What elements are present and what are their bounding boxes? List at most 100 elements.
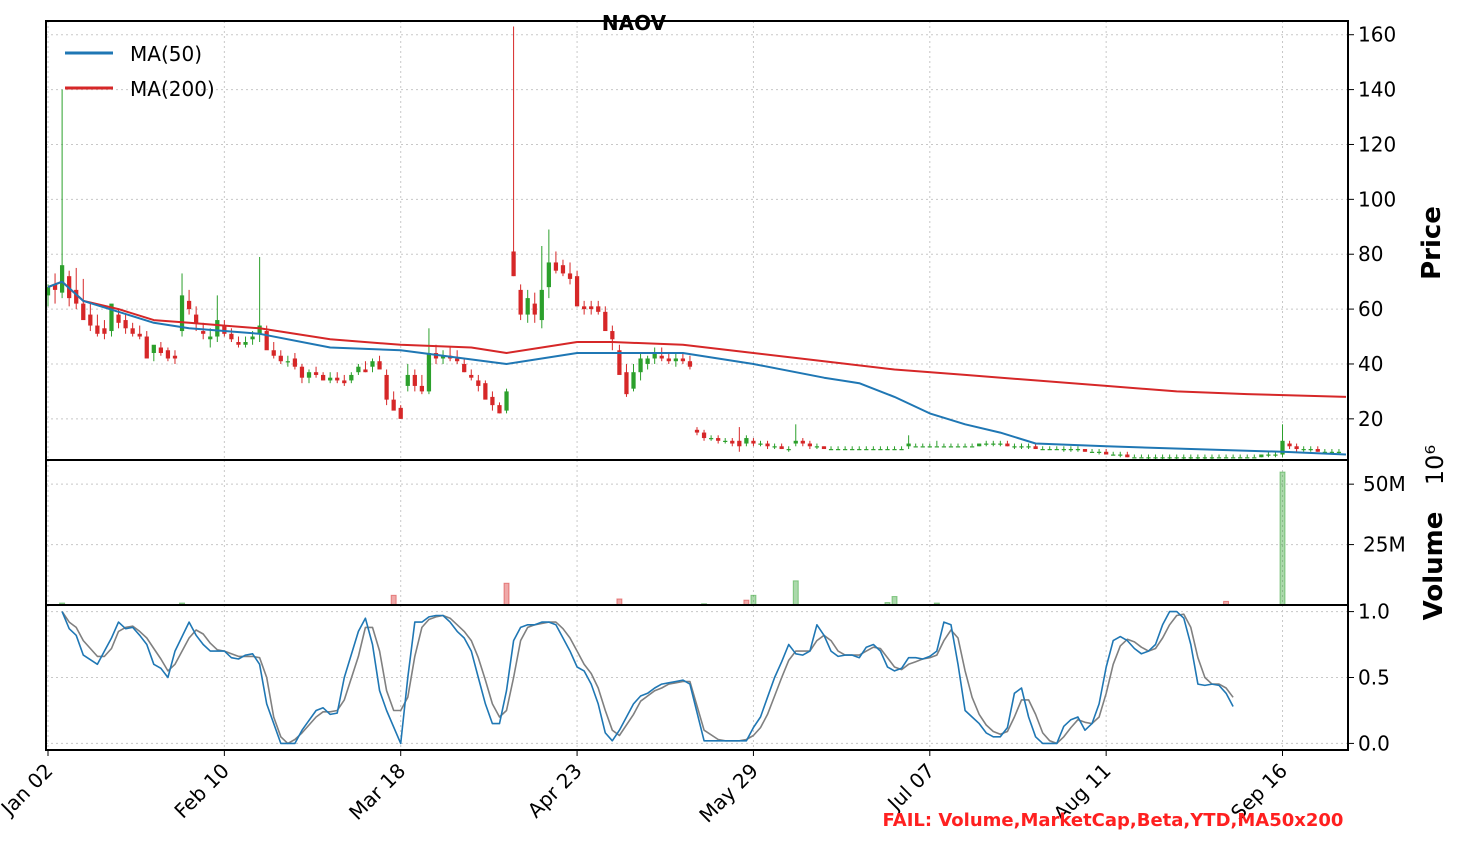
candle-body — [1082, 449, 1088, 452]
candle-body — [553, 262, 559, 271]
candle-body — [257, 325, 262, 334]
candle-body — [1273, 454, 1278, 456]
candle-body — [596, 306, 601, 312]
candle-body — [1188, 457, 1193, 459]
candle-body — [821, 446, 827, 450]
candle-body — [652, 352, 657, 359]
candle-body — [52, 284, 58, 290]
candle-body — [885, 449, 890, 451]
candle-body — [306, 372, 312, 378]
candle-body — [1252, 457, 1257, 459]
volume-tick-label: 25M — [1363, 533, 1406, 557]
candle-body — [1167, 457, 1172, 459]
candle-body — [927, 446, 932, 448]
candle-body — [567, 273, 573, 279]
volume-panel-frame — [45, 459, 1349, 606]
candle-body — [349, 374, 354, 381]
candle-body — [1308, 449, 1313, 451]
candle-body — [1026, 446, 1031, 448]
x-tick-label: Feb 10 — [169, 759, 234, 824]
candle-body — [1075, 449, 1081, 451]
candle-body — [102, 328, 107, 334]
indicator-lines — [47, 280, 1347, 745]
candle-body — [969, 446, 975, 448]
candle-body — [603, 311, 608, 332]
candle-body — [455, 358, 460, 362]
candle-body — [172, 355, 178, 359]
candle-body — [490, 396, 495, 406]
candle-body — [462, 363, 467, 373]
candle-body — [1054, 449, 1059, 451]
candle-body — [222, 325, 227, 334]
volume-tick-label: 50M — [1363, 472, 1406, 496]
candle-body — [476, 380, 481, 386]
candle-body — [504, 391, 509, 411]
candle-body — [518, 289, 523, 315]
candle-body — [123, 320, 128, 329]
candle-body — [1089, 451, 1095, 453]
candle-body — [1005, 443, 1010, 447]
ma50-line — [47, 280, 1347, 456]
candle-body — [800, 440, 805, 444]
candle-body — [1012, 446, 1017, 448]
price-tick-label: 40 — [1358, 352, 1383, 376]
candle-body — [638, 358, 643, 373]
candle-body — [934, 446, 939, 448]
candle-body — [1096, 451, 1102, 453]
candle-body — [624, 372, 629, 395]
candle-body — [1033, 446, 1038, 450]
candle-body — [991, 443, 996, 445]
candle-body — [426, 352, 432, 392]
candle-body — [1146, 457, 1151, 459]
candle-body — [659, 355, 664, 359]
price-tick-label: 100 — [1358, 187, 1396, 211]
candle-body — [109, 303, 114, 332]
stochastic-tick-label: 0.5 — [1358, 666, 1390, 690]
candle-body — [363, 369, 368, 373]
candlesticks — [45, 26, 1342, 460]
volume-bar — [503, 582, 510, 606]
candle-body — [610, 331, 615, 340]
candle-body — [751, 440, 756, 444]
candle-body — [250, 336, 255, 340]
candle-body — [236, 342, 241, 345]
candle-body — [694, 429, 700, 433]
price-axis-label: Price — [1417, 206, 1447, 280]
candle-body — [299, 366, 305, 378]
candle-body — [1329, 451, 1335, 453]
candle-body — [673, 358, 678, 362]
candle-body — [278, 355, 283, 362]
candle-body — [412, 374, 417, 386]
candle-body — [793, 440, 798, 444]
candle-body — [1216, 457, 1222, 459]
candle-body — [158, 347, 163, 353]
candle-body — [1111, 454, 1116, 456]
candle-body — [130, 328, 135, 334]
candle-body — [313, 372, 319, 375]
candle-body — [772, 446, 777, 448]
candle-body — [264, 331, 269, 351]
candle-body — [1238, 457, 1243, 459]
x-tick-label: Apr 23 — [523, 759, 587, 823]
candle-body — [74, 289, 79, 304]
candle-body — [469, 374, 474, 378]
candle-body — [1125, 454, 1130, 458]
candle-body — [179, 295, 185, 332]
candle-body — [1245, 457, 1250, 459]
candle-body — [59, 265, 65, 293]
candle-body — [539, 289, 544, 321]
candle-body — [737, 440, 742, 447]
candle-body — [377, 361, 382, 370]
candle-body — [680, 358, 686, 362]
price-tick-label: 120 — [1358, 132, 1396, 156]
candle-body — [708, 438, 714, 440]
candle-body — [95, 325, 100, 334]
candle-body — [391, 399, 396, 411]
candle-body — [920, 446, 925, 448]
candle-body — [292, 358, 298, 367]
candle-body — [1294, 446, 1299, 450]
candle-body — [194, 314, 199, 323]
candle-body — [165, 350, 171, 359]
candle-body — [1195, 457, 1200, 459]
